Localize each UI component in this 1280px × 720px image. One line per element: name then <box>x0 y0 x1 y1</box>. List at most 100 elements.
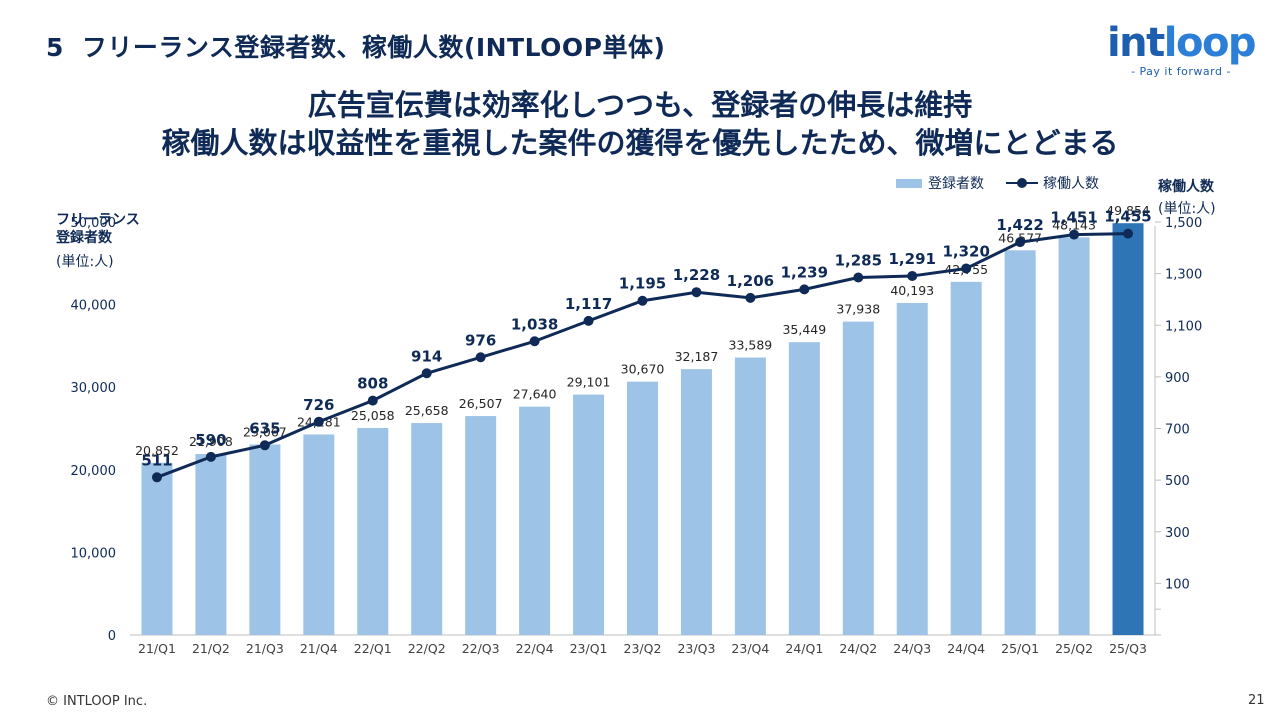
bar-22/Q3 <box>465 416 497 635</box>
category-label: 24/Q2 <box>839 641 877 656</box>
logo-tagline: - Pay it forward - <box>1131 65 1231 78</box>
active-point-24/Q2 <box>853 272 864 283</box>
bar-value-label: 30,670 <box>621 362 665 377</box>
right-tick-label: 1,300 <box>1165 268 1202 283</box>
bar-24/Q4 <box>950 281 982 635</box>
category-label: 24/Q1 <box>785 641 823 656</box>
active-value-label: 1,451 <box>1050 209 1097 227</box>
chart-legend: 登録者数 稼働人数 <box>896 173 1099 193</box>
active-point-21/Q2 <box>205 451 216 462</box>
active-point-25/Q3 <box>1123 228 1134 239</box>
right-tick-label: 500 <box>1165 474 1190 489</box>
headline-line-1: 広告宣伝費は効率化しつつも、登録者の伸長は維持 <box>307 88 973 122</box>
active-value-label: 1,285 <box>835 251 882 269</box>
legend-line-swatch <box>1006 178 1038 188</box>
bar-22/Q1 <box>357 428 389 635</box>
bar-value-label: 29,101 <box>567 375 611 390</box>
headline-line-2: 稼働人数は収益性を重視した案件の獲得を優先したため、微増にとどまる <box>161 126 1119 160</box>
bar-21/Q2 <box>195 454 227 635</box>
right-tick-label: 1,100 <box>1165 319 1202 334</box>
bar-value-label: 25,058 <box>351 408 395 423</box>
right-tick-label: 100 <box>1165 577 1190 592</box>
slide-number: 5 <box>46 33 64 62</box>
bar-22/Q4 <box>519 406 551 635</box>
bar-21/Q3 <box>249 444 281 635</box>
bar-value-label: 35,449 <box>782 322 826 337</box>
active-point-22/Q3 <box>475 352 486 363</box>
bar-25/Q1 <box>1004 250 1036 635</box>
category-label: 22/Q4 <box>516 641 554 656</box>
bar-23/Q2 <box>627 381 658 635</box>
active-point-22/Q2 <box>421 368 432 379</box>
page-number: 21 <box>1248 693 1265 708</box>
active-value-label: 1,195 <box>619 275 666 293</box>
bar-24/Q2 <box>842 321 874 635</box>
active-value-label: 511 <box>141 451 172 469</box>
bar-25/Q3 <box>1112 223 1144 635</box>
bar-value-label: 33,589 <box>729 338 773 353</box>
active-point-23/Q4 <box>745 292 756 303</box>
active-value-label: 1,455 <box>1104 208 1151 226</box>
active-point-22/Q1 <box>367 395 378 406</box>
active-point-21/Q3 <box>259 440 270 451</box>
active-value-label: 1,206 <box>727 272 774 290</box>
bar-21/Q1 <box>141 462 173 635</box>
category-label: 23/Q2 <box>624 641 662 656</box>
category-label: 21/Q4 <box>300 641 338 656</box>
bar-value-label: 27,640 <box>513 387 557 402</box>
category-label: 25/Q2 <box>1055 641 1093 656</box>
headline: 広告宣伝費は効率化しつつも、登録者の伸長は維持 稼働人数は収益性を重視した案件の… <box>0 86 1280 162</box>
active-point-25/Q1 <box>1015 237 1026 248</box>
category-label: 25/Q3 <box>1109 641 1147 656</box>
active-value-label: 635 <box>249 419 280 437</box>
slide-title: 5 フリーランス登録者数、稼働人数(INTLOOP単体) <box>46 28 665 64</box>
logo-word-loop: loop <box>1163 20 1257 66</box>
category-label: 21/Q3 <box>246 641 284 656</box>
intloop-logo: intloop - Pay it forward - <box>1106 20 1257 82</box>
bar-21/Q4 <box>303 434 335 635</box>
bar-value-label: 49,854 <box>1106 203 1150 218</box>
left-axis-unit: (単位:人) <box>56 254 114 270</box>
right-tick-label: 700 <box>1165 423 1190 438</box>
copyright-text: © INTLOOP Inc. <box>46 694 148 709</box>
left-tick-label: 20,000 <box>71 464 117 479</box>
active-point-24/Q1 <box>799 284 810 295</box>
bar-value-label: 21,908 <box>189 434 233 449</box>
active-value-label: 1,320 <box>942 242 989 260</box>
category-label: 22/Q1 <box>354 641 392 656</box>
bar-24/Q3 <box>896 303 928 635</box>
left-tick-label: 50,000 <box>71 216 117 231</box>
active-point-25/Q2 <box>1069 229 1080 240</box>
legend-bar-swatch <box>896 178 922 188</box>
legend-bar-label: 登録者数 <box>928 176 984 192</box>
category-label: 21/Q2 <box>192 641 230 656</box>
logo-wordmark: intloop <box>1106 20 1257 66</box>
bar-value-label: 26,507 <box>459 396 503 411</box>
bar-value-label: 23,067 <box>243 424 287 439</box>
active-point-21/Q4 <box>313 416 324 427</box>
right-tick-label: 1,500 <box>1165 216 1202 231</box>
active-value-label: 1,117 <box>565 295 612 313</box>
bar-22/Q2 <box>411 423 443 635</box>
right-axis-title: 稼働人数 (単位:人) <box>1158 178 1216 218</box>
active-value-label: 1,239 <box>781 263 828 281</box>
right-tick-label: 300 <box>1165 526 1190 541</box>
active-point-24/Q4 <box>961 263 972 274</box>
category-label: 22/Q3 <box>462 641 500 656</box>
active-point-21/Q1 <box>151 472 162 483</box>
category-label: 23/Q4 <box>731 641 769 656</box>
active-value-label: 808 <box>357 375 388 393</box>
category-label: 25/Q1 <box>1001 641 1039 656</box>
right-tick-label: 900 <box>1165 371 1190 386</box>
left-tick-label: 40,000 <box>71 299 117 314</box>
active-value-label: 726 <box>303 396 334 414</box>
bar-23/Q4 <box>734 357 766 635</box>
bar-23/Q1 <box>573 394 605 635</box>
active-point-23/Q2 <box>637 295 648 306</box>
active-value-label: 1,038 <box>511 315 558 333</box>
active-point-23/Q1 <box>583 315 594 326</box>
category-label: 23/Q1 <box>570 641 608 656</box>
bar-value-label: 20,852 <box>135 443 179 458</box>
active-value-label: 590 <box>195 431 226 449</box>
